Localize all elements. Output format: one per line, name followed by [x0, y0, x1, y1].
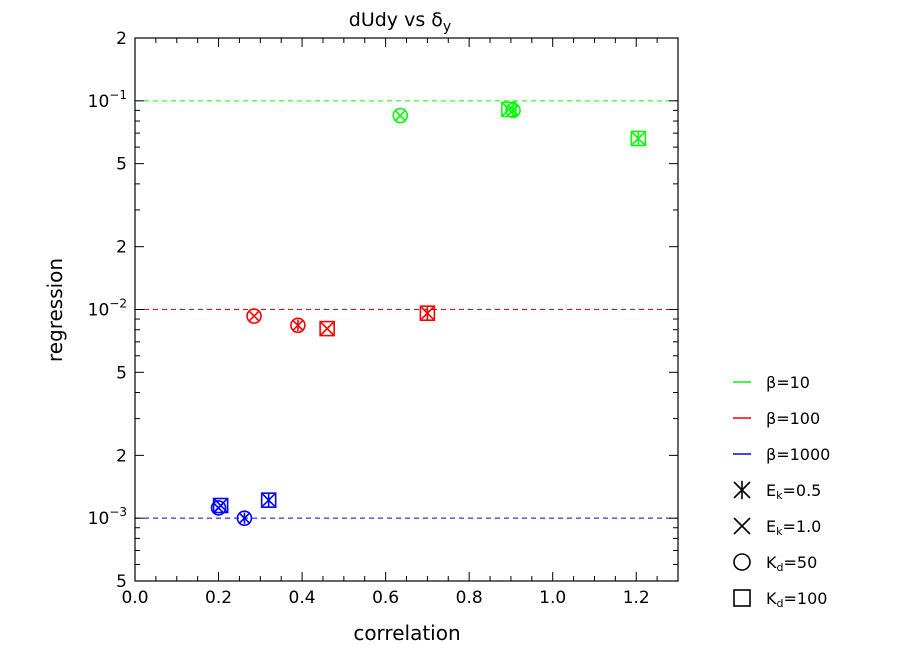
- y-tick-label: 2: [116, 238, 127, 258]
- marker-x: [507, 104, 519, 116]
- x-tick-label: 0.0: [121, 588, 148, 608]
- legend-label: Ek=0.5: [766, 481, 821, 502]
- reference-lines: [135, 100, 678, 519]
- data-point: [505, 102, 521, 119]
- legend-entry: Ek=0.5: [733, 480, 821, 502]
- marker-circle: [392, 107, 409, 124]
- data-point: [260, 492, 277, 508]
- legend-entry: Kd=50: [733, 553, 817, 574]
- y-tick-label: 2: [116, 29, 127, 49]
- marker-x: [248, 310, 260, 322]
- data-point: [212, 497, 229, 514]
- legend-label: Kd=100: [766, 589, 827, 610]
- legend-entry: Ek=1.0: [733, 517, 821, 538]
- marker-x: [420, 306, 434, 320]
- chart-title-text: dUdy vs δy: [349, 9, 451, 35]
- legend-label: Ek=1.0: [766, 517, 821, 538]
- y-tick-label: 2: [116, 446, 127, 466]
- data-point: [236, 510, 253, 526]
- data-point: [630, 130, 647, 147]
- marker-x: [733, 481, 751, 499]
- x-tick-label: 1.0: [539, 588, 566, 608]
- legend-label: β=1000: [766, 445, 830, 464]
- y-axis-label: regression: [43, 258, 67, 362]
- y-tick-label: 5: [116, 155, 127, 175]
- marker-circle: [290, 317, 306, 334]
- x-axis-label: correlation: [353, 621, 460, 645]
- chart-title-subscript: y: [443, 19, 451, 35]
- marker-square: [419, 305, 436, 321]
- marker-x: [262, 493, 276, 507]
- x-tick-label: 1.2: [623, 588, 650, 608]
- y-tick-label: 10−2: [88, 297, 127, 321]
- y-tick-label: 5: [116, 572, 127, 592]
- marker-x: [733, 517, 751, 535]
- y-tick-label: 10−1: [88, 88, 127, 112]
- marker-square: [733, 589, 751, 607]
- x-tick-label: 0.6: [372, 588, 399, 608]
- marker-x: [319, 321, 335, 336]
- marker-circle: [210, 500, 227, 516]
- chart-title: dUdy vs δy: [349, 9, 451, 35]
- marker-x: [394, 110, 406, 122]
- legend-label: Kd=50: [766, 553, 817, 574]
- axis-ticks: 0.0 0.2 0.4 0.6 0.8 1.0 1.2 2 10−1 5 2 10−2 5 2 10−3 5: [88, 29, 678, 608]
- legend-entry: β=100: [733, 409, 820, 428]
- marker-x: [238, 512, 250, 524]
- marker-circle: [246, 308, 262, 324]
- legend-label: β=10: [766, 373, 810, 392]
- chart-title-main: dUdy vs δ: [349, 9, 443, 31]
- marker-square: [319, 320, 335, 337]
- x-tick-label: 0.8: [456, 588, 483, 608]
- data-point: [246, 308, 262, 324]
- y-tick-label: 5: [116, 363, 127, 383]
- marker-square: [212, 497, 229, 514]
- data-point: [319, 320, 335, 337]
- x-tick-label: 0.2: [205, 588, 232, 608]
- marker-x: [213, 498, 228, 513]
- marker-x: [631, 131, 645, 145]
- legend-entry: Kd=100: [733, 589, 827, 610]
- legend-entry: β=10: [733, 373, 810, 392]
- y-tick-label: 10−3: [88, 505, 127, 529]
- marker-circle: [505, 102, 521, 119]
- x-tick-label: 0.4: [289, 588, 316, 608]
- marker-square: [630, 130, 647, 147]
- marker-square: [260, 492, 277, 508]
- marker-circle: [236, 510, 253, 526]
- marker-circle: [733, 553, 751, 571]
- data-point: [392, 107, 409, 124]
- marker-x: [292, 319, 304, 331]
- data-point: [290, 317, 306, 334]
- legend-entry: β=1000: [733, 445, 830, 464]
- data-point: [419, 305, 436, 321]
- legend: β=10 β=100 β=1000 Ek=0.5 Ek=1.0 Kd=50 Kd=100: [733, 373, 830, 610]
- data-points: [210, 101, 647, 526]
- legend-label: β=100: [766, 409, 820, 428]
